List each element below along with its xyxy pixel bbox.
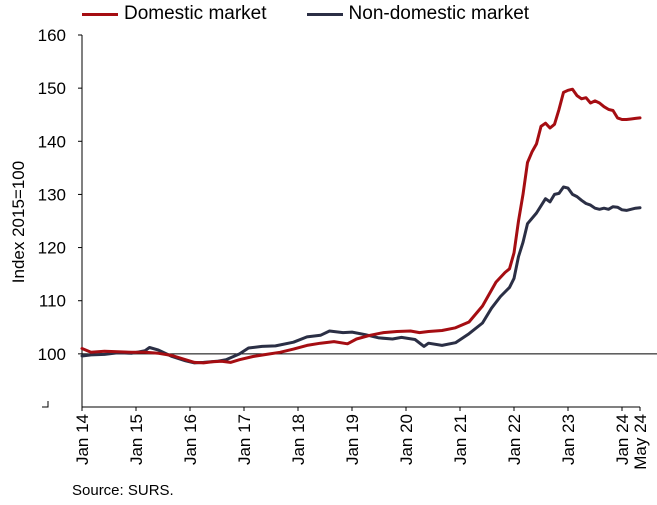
y-tick-label: 140 xyxy=(38,132,66,151)
x-tick-label: Jan 17 xyxy=(235,414,254,465)
legend-swatch-domestic xyxy=(82,12,118,16)
x-tick-label: Jan 16 xyxy=(181,414,200,465)
y-tick-label: 150 xyxy=(38,79,66,98)
chart-axes xyxy=(42,35,657,408)
chart-ticks: 100 110 120 130 140 150 160 Jan 14 Jan 15 Jan 16 J… xyxy=(38,26,650,470)
legend-item-domestic: Domestic market xyxy=(82,3,267,25)
y-tick-label: 110 xyxy=(39,292,66,311)
x-tick-label: Jan 14 xyxy=(73,414,92,465)
x-tick-label: Jan 22 xyxy=(505,414,524,465)
x-tick-label: Jan 21 xyxy=(451,414,470,465)
x-tick-label: Jan 20 xyxy=(397,414,416,465)
y-tick-label: 130 xyxy=(38,185,66,204)
x-tick-label: Jan 15 xyxy=(127,414,146,465)
chart-series xyxy=(80,87,642,365)
legend-item-non-domestic: Non-domestic market xyxy=(306,3,530,25)
y-tick-label: 100 xyxy=(38,345,66,364)
legend-swatch-non-domestic xyxy=(306,12,343,16)
x-tick-label: Jan 18 xyxy=(289,414,308,465)
series-line-domestic xyxy=(80,87,642,365)
legend-label-non-domestic: Non-domestic market xyxy=(348,3,530,24)
axis-break-marker xyxy=(42,401,49,408)
y-tick-label: 120 xyxy=(38,239,66,258)
x-tick-label: Jan 24 xyxy=(613,414,632,465)
legend-label-domestic: Domestic market xyxy=(124,3,267,24)
x-tick-label: Jan 19 xyxy=(343,414,362,465)
source-note: Source: SURS. xyxy=(72,482,174,499)
y-tick-label: 160 xyxy=(38,26,66,45)
chart-legend: Domestic market Non-domestic market xyxy=(82,2,569,26)
x-tick-label: May 24 xyxy=(631,414,650,470)
x-tick-label: Jan 23 xyxy=(559,414,578,465)
y-axis-label: Index 2015=100 xyxy=(9,161,28,283)
